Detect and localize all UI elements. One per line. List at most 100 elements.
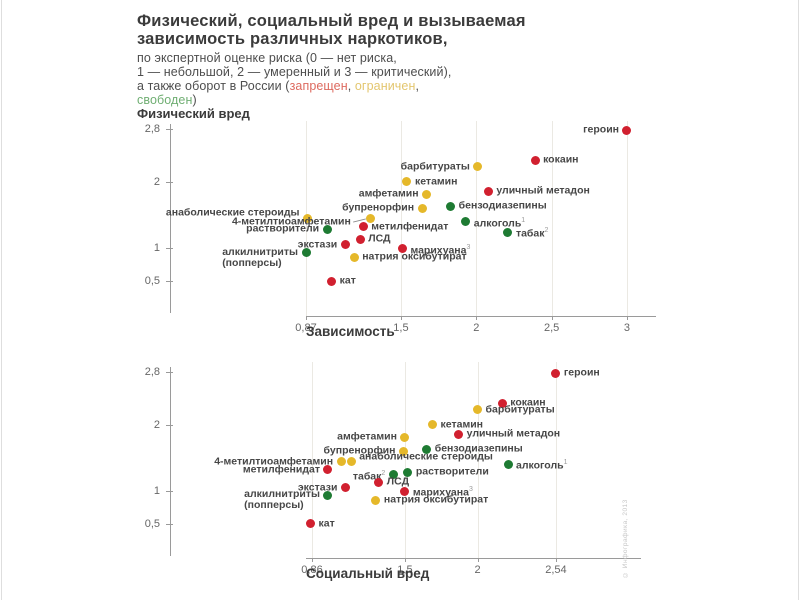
data-point-dot xyxy=(461,217,471,227)
data-point-dot xyxy=(346,456,356,466)
data-point-label: 4-метилтиоамфетамин xyxy=(214,455,334,468)
data-point-label: алкоголь1 xyxy=(516,459,568,472)
x-tick-label: 0,87 xyxy=(295,322,317,334)
data-point-dot xyxy=(503,227,513,237)
data-point-dot xyxy=(422,444,432,454)
x-tick-mark xyxy=(551,316,553,320)
data-point-dot xyxy=(388,470,398,480)
data-point-label: барбитураты xyxy=(400,160,470,173)
data-point-dot xyxy=(530,155,540,165)
x-tick-mark xyxy=(477,558,479,562)
data-point-dot xyxy=(446,201,456,211)
y-tick-mark xyxy=(166,129,173,130)
data-point-dot xyxy=(336,457,346,467)
data-point-label: кат xyxy=(318,517,335,530)
data-point-label: кат xyxy=(339,274,356,287)
subtitle-comma-1: , xyxy=(347,79,355,93)
data-point-label: экстази xyxy=(297,238,338,251)
data-point-dot xyxy=(397,244,407,254)
data-point-dot xyxy=(322,224,332,234)
data-point-dot xyxy=(355,234,365,244)
x-tick-label: 1,5 xyxy=(397,564,413,576)
data-point-label: экстази xyxy=(297,481,338,493)
y-tick-label: 0,5 xyxy=(144,275,160,288)
data-point-label: табак2 xyxy=(352,469,386,483)
legend-word-limited: ограничен xyxy=(354,79,416,93)
x-tick-mark xyxy=(400,316,402,320)
data-point-dot xyxy=(340,483,350,492)
x-tick-label: 2 xyxy=(473,322,480,334)
x-gridline xyxy=(400,121,402,316)
legend-word-banned: запрещен xyxy=(289,79,348,93)
data-point-label: амфетамин xyxy=(358,187,419,200)
data-point-dot xyxy=(303,213,312,223)
data-point-label: табак2 xyxy=(515,226,549,240)
data-point-dot xyxy=(497,398,507,408)
data-point-dot xyxy=(428,420,438,430)
x-axis-title: Социальный вред xyxy=(306,566,430,581)
subtitle-line-1: по экспертной оценке риска (0 — нет риск… xyxy=(137,51,397,65)
data-point-label: бензодиазепины xyxy=(434,442,523,455)
data-point-dot xyxy=(454,429,464,439)
data-point-label: алкилнитриты (попперсы) xyxy=(222,245,298,269)
top-chart-y-axis-title: Физический вред xyxy=(137,106,250,121)
data-point-label: уличный метадон xyxy=(466,427,561,440)
y-tick-label: 2,8 xyxy=(144,366,160,378)
data-point-label: алкилнитриты (попперсы) xyxy=(244,488,320,512)
y-axis-line xyxy=(170,367,171,556)
data-point-dot xyxy=(551,368,561,378)
data-point-dot xyxy=(483,186,493,196)
data-point-dot xyxy=(306,519,316,529)
data-point-dot xyxy=(374,477,384,487)
x-gridline xyxy=(555,362,557,558)
data-point-label: натрия оксибутират xyxy=(362,250,467,263)
data-point-label: героин xyxy=(563,366,600,379)
data-point-label: марихуана3 xyxy=(410,243,471,256)
y-tick-mark xyxy=(166,372,173,373)
data-point-dot xyxy=(422,189,432,199)
y-tick-mark xyxy=(166,490,173,492)
data-point-label: метилфенидат xyxy=(242,463,320,476)
y-tick-mark xyxy=(166,281,173,283)
data-point-dot xyxy=(301,248,311,258)
x-gridline xyxy=(312,362,313,558)
subtitle-line-2: 1 — небольшой, 2 — умеренный и 3 — крити… xyxy=(137,65,452,79)
data-point-label: марихуана3 xyxy=(412,486,473,499)
title-line-2: зависимость различных наркотиков, xyxy=(137,30,448,48)
x-tick-label: 2,5 xyxy=(543,322,560,334)
slide-right-edge xyxy=(798,0,799,600)
x-gridline xyxy=(476,121,478,316)
data-point-label: растворители xyxy=(246,222,320,235)
x-tick-mark xyxy=(555,558,557,562)
data-point-label: бупренорфин xyxy=(323,444,396,457)
subtitle-close-paren: ) xyxy=(192,93,197,107)
data-point-dot xyxy=(402,177,412,187)
data-point-dot xyxy=(398,446,408,456)
x-axis-line xyxy=(306,558,641,559)
data-point-label: растворители xyxy=(415,465,489,478)
y-tick-label: 2 xyxy=(153,418,160,431)
data-point-label: бензодиазепины xyxy=(458,199,547,212)
data-point-dot xyxy=(323,490,333,500)
data-point-dot xyxy=(323,465,333,475)
x-gridline xyxy=(477,362,479,558)
x-tick-label: 2 xyxy=(474,564,481,576)
subtitle-line-4: свободен) xyxy=(137,93,451,107)
data-point-dot xyxy=(400,432,410,442)
data-point-label: 4-метилтиоамфетамин xyxy=(231,215,351,228)
subtitle-prefix: а также оборот в России ( xyxy=(137,79,290,93)
y-tick-mark xyxy=(166,523,173,525)
data-point-label: кокаин xyxy=(543,153,579,166)
subtitle-line-3: а также оборот в России (запрещен, огран… xyxy=(137,79,451,93)
x-tick-label: 2,54 xyxy=(545,564,567,576)
data-point-dot xyxy=(349,252,359,262)
y-tick-label: 2 xyxy=(153,175,160,188)
x-axis-title: Зависимость xyxy=(306,324,395,339)
data-point-label: метилфенидат xyxy=(371,220,449,233)
y-tick-label: 0,5 xyxy=(144,517,160,530)
data-point-dot xyxy=(327,276,337,286)
slide-left-edge xyxy=(1,0,2,600)
data-point-label: натрия оксибутират xyxy=(383,493,489,506)
y-tick-mark xyxy=(166,181,173,183)
